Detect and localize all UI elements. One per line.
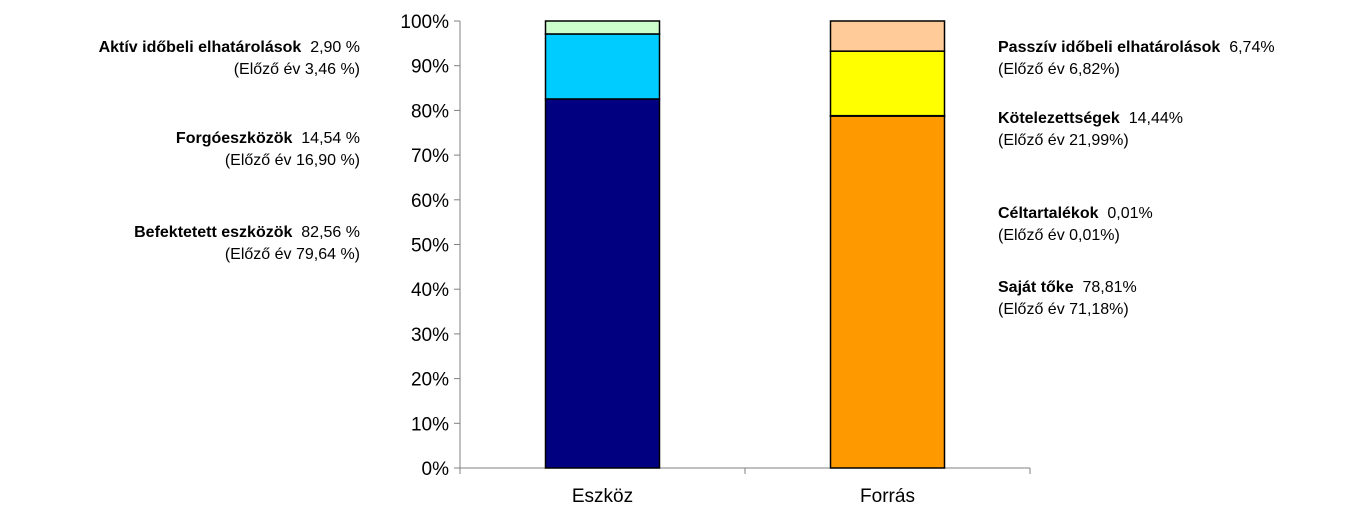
- x-tick-label: Forrás: [860, 486, 915, 507]
- annotation-value: 2,90 %: [310, 39, 360, 56]
- annotation-label: Saját tőke: [998, 279, 1074, 296]
- bar-segment: [829, 50, 946, 117]
- annotation-prev: (Előző év 16,90 %): [224, 152, 360, 169]
- annotation-label: Céltartalékok: [998, 205, 1099, 222]
- annotation-label: Forgóeszközök: [175, 130, 293, 147]
- bar-segment: [544, 33, 661, 100]
- annotation-prev: (Előző év 6,82%): [998, 61, 1120, 78]
- y-tick-label: 30%: [411, 325, 449, 346]
- annotation-value: 6,74%: [1229, 39, 1275, 56]
- y-tick-label: 0%: [422, 459, 450, 480]
- annotation-prev: (Előző év 21,99%): [998, 132, 1129, 149]
- annotation-prev: (Előző év 79,64 %): [224, 246, 360, 263]
- annotation-kotelezettsegek: Kötelezettségek 14,44% (Előző év 21,99%): [998, 108, 1183, 152]
- annotation-value: 14,54 %: [301, 130, 360, 147]
- annotation-label: Passzív időbeli elhatárolások: [998, 39, 1221, 56]
- annotation-value: 82,56 %: [301, 224, 360, 241]
- y-tick-label: 100%: [400, 12, 449, 33]
- annotation-value: 78,81%: [1082, 279, 1137, 296]
- annotation-prev: (Előző év 71,18%): [998, 301, 1129, 318]
- annotation-celtartalekok: Céltartalékok 0,01% (Előző év 0,01%): [998, 203, 1153, 247]
- y-tick-label: 40%: [411, 280, 449, 301]
- y-tick-label: 80%: [411, 101, 449, 122]
- annotation-prev: (Előző év 0,01%): [998, 227, 1120, 244]
- bar-segment: [544, 20, 661, 35]
- y-tick-label: 10%: [411, 414, 449, 435]
- annotation-aktiv-idobeli: Aktív időbeli elhatárolások 2,90 % (Előz…: [99, 37, 360, 81]
- annotation-label: Befektetett eszközök: [134, 224, 293, 241]
- annotation-label: Kötelezettségek: [998, 110, 1120, 127]
- annotation-sajat-toke: Saját tőke 78,81% (Előző év 71,18%): [998, 277, 1137, 321]
- bar-segment: [829, 114, 946, 469]
- y-tick-label: 50%: [411, 236, 449, 257]
- y-tick-label: 20%: [411, 370, 449, 391]
- x-tick-label: Eszköz: [572, 486, 633, 507]
- y-tick-label: 70%: [411, 146, 449, 167]
- annotation-prev: (Előző év 3,46 %): [233, 61, 360, 78]
- annotation-value: 0,01%: [1107, 205, 1153, 222]
- annotation-befektetett: Befektetett eszközök 82,56 % (Előző év 7…: [134, 222, 360, 266]
- bar-segment: [829, 20, 946, 52]
- annotation-label: Aktív időbeli elhatárolások: [98, 39, 302, 56]
- y-tick-label: 90%: [411, 57, 449, 78]
- annotation-value: 14,44%: [1128, 110, 1183, 127]
- annotation-forgoeszkozok: Forgóeszközök 14,54 % (Előző év 16,90 %): [176, 128, 360, 172]
- bar-segment: [544, 98, 661, 469]
- annotation-passziv-idobeli: Passzív időbeli elhatárolások 6,74% (Elő…: [998, 37, 1275, 81]
- y-tick-label: 60%: [411, 191, 449, 212]
